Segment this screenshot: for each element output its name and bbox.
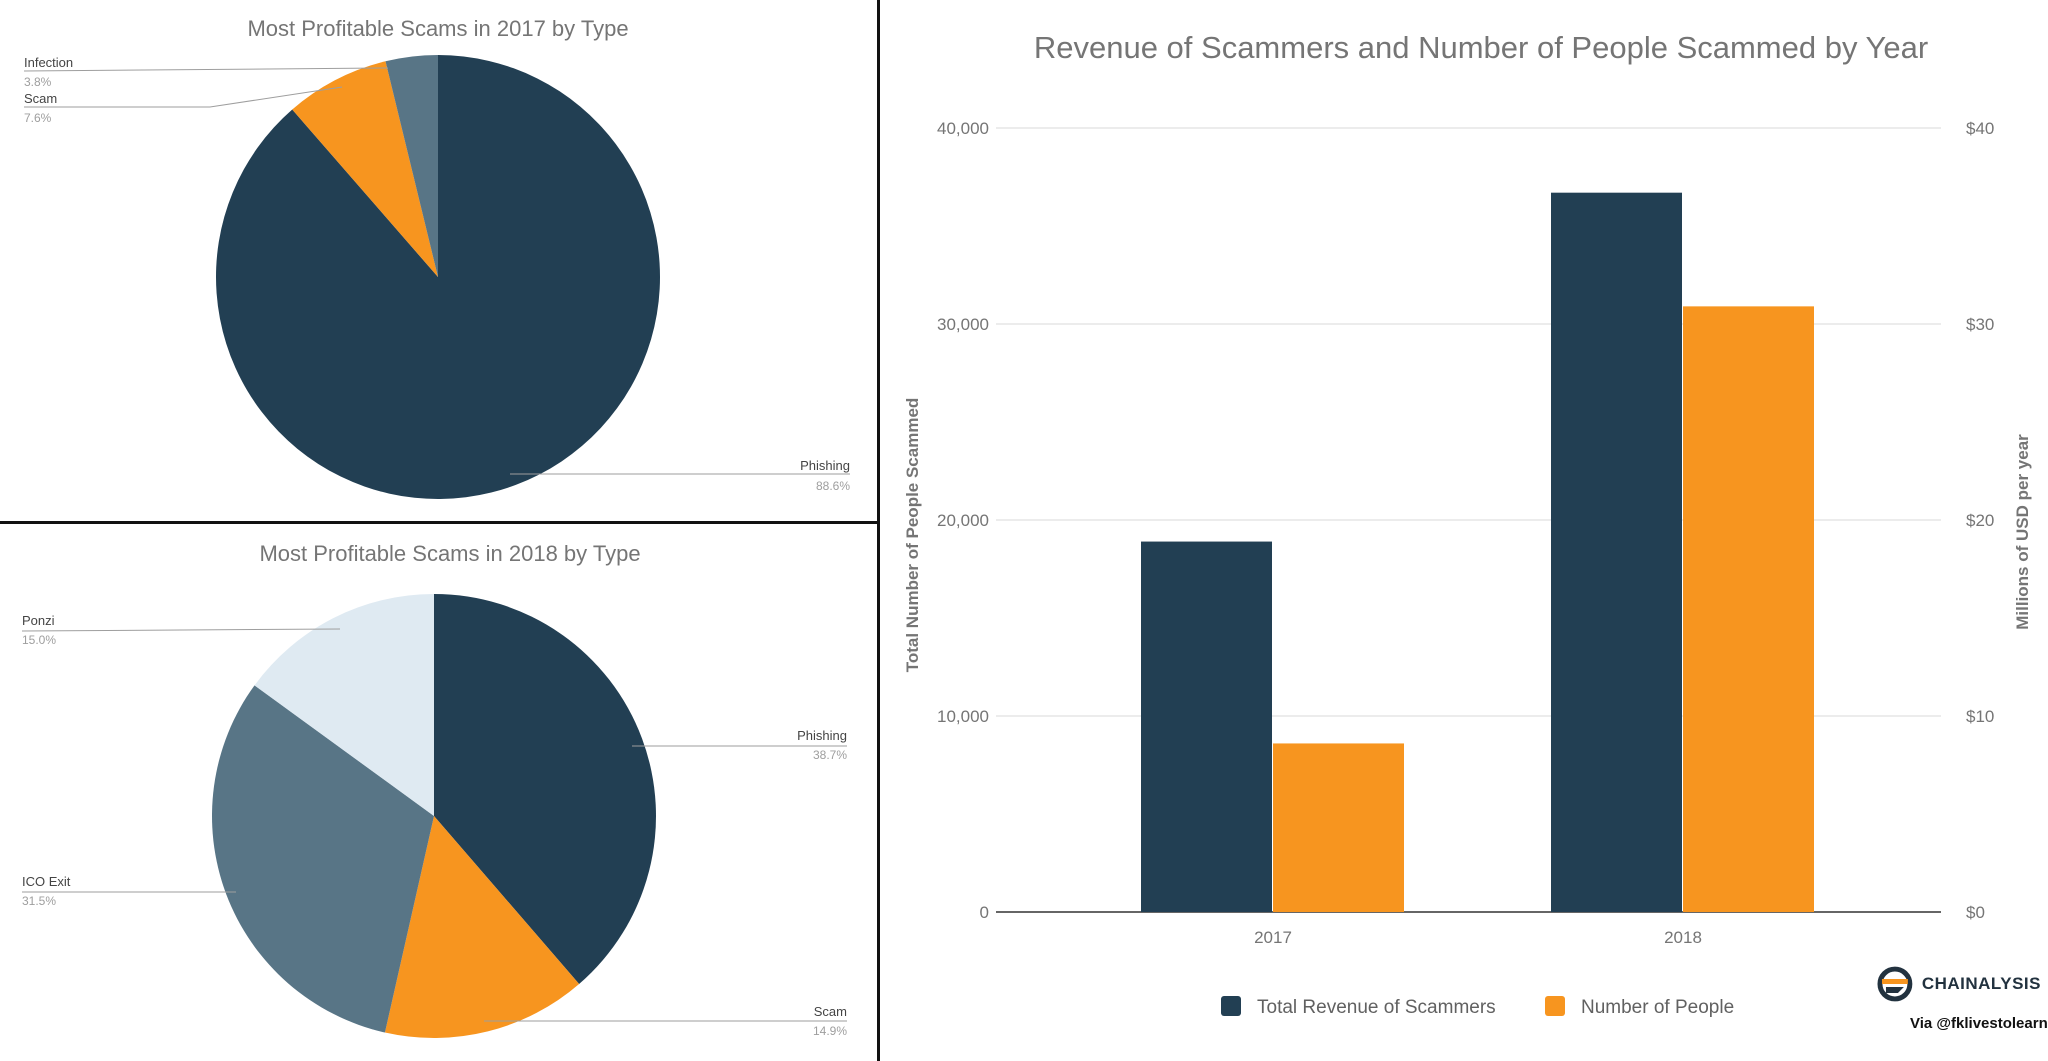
category-label-2017: 2017 bbox=[1254, 928, 1292, 947]
bar-people-2018 bbox=[1683, 306, 1814, 912]
pie-2018-label-scam: Scam bbox=[814, 1004, 847, 1019]
pie-chart-2017: Most Profitable Scams in 2017 by Type In… bbox=[23, 16, 850, 499]
pie-2018-pct-ico-exit: 31.5% bbox=[22, 894, 56, 908]
legend-swatch-people bbox=[1545, 996, 1565, 1016]
pie-2018-slice-scam bbox=[384, 816, 580, 1038]
legend-swatch-revenue bbox=[1221, 996, 1241, 1016]
credit-text: Via @fklivestolearn bbox=[1910, 1015, 2048, 1032]
pie-2017-pct-infection: 3.8% bbox=[24, 75, 52, 89]
left-tick-label: 0 bbox=[980, 903, 989, 922]
pie-2018-slice-ico-exit bbox=[212, 685, 434, 1033]
pie-2018-pct-scam: 14.9% bbox=[813, 1024, 847, 1038]
right-axis-title: Millions of USD per year bbox=[2013, 434, 2032, 630]
left-tick-label: 10,000 bbox=[937, 707, 989, 726]
bar-people-2017 bbox=[1273, 743, 1404, 912]
pie-2017-label-infection: Infection bbox=[24, 55, 73, 70]
right-tick-label: $40 bbox=[1966, 119, 1994, 138]
pie-2018-pct-phishing: 38.7% bbox=[813, 748, 847, 762]
right-tick-label: $30 bbox=[1966, 315, 1994, 334]
left-tick-label: 20,000 bbox=[937, 511, 989, 530]
pie-chart-2017-panel: Most Profitable Scams in 2017 by Type In… bbox=[0, 0, 878, 523]
pie-2018-pct-ponzi: 15.0% bbox=[22, 633, 56, 647]
pie-2018-label-ponzi: Ponzi bbox=[22, 613, 55, 628]
bar-revenue-2018 bbox=[1551, 192, 1682, 912]
right-tick-label: $20 bbox=[1966, 511, 1994, 530]
bar-chart-title: Revenue of Scammers and Number of People… bbox=[1034, 30, 1928, 65]
pie-2018-label-phishing: Phishing bbox=[797, 728, 847, 743]
brand-name: CHAINALYSIS bbox=[1921, 974, 2041, 993]
pie-2018-label-ico-exit: ICO Exit bbox=[22, 874, 71, 889]
chainalysis-logo-icon bbox=[1877, 966, 1913, 1002]
panel-divider-vertical bbox=[877, 0, 880, 1061]
pie-2017-label-phishing: Phishing bbox=[800, 458, 850, 473]
legend-label-people: Number of People bbox=[1581, 997, 1734, 1018]
pie-2018-slice-ponzi bbox=[254, 594, 434, 816]
right-tick-label: $10 bbox=[1966, 707, 1994, 726]
left-tick-label: 30,000 bbox=[937, 315, 989, 334]
bar-chart-panel: Revenue of Scammers and Number of People… bbox=[881, 0, 2048, 1061]
pie-2017-label-scam: Scam bbox=[24, 91, 57, 106]
pie-2017-pct-phishing: 88.6% bbox=[816, 479, 850, 493]
pie-2017-slice-scam bbox=[292, 61, 438, 277]
pie-chart-2018-panel: Most Profitable Scams in 2018 by Type Po… bbox=[0, 525, 878, 1061]
panel-divider-horizontal bbox=[0, 521, 878, 524]
pie-2017-title: Most Profitable Scams in 2017 by Type bbox=[247, 16, 628, 41]
chainalysis-brand: CHAINALYSIS bbox=[1876, 966, 2041, 1002]
pie-2018-slice-phishing bbox=[434, 594, 656, 985]
legend-label-revenue: Total Revenue of Scammers bbox=[1257, 997, 1496, 1018]
left-axis-title: Total Number of People Scammed bbox=[903, 398, 922, 673]
left-tick-label: 40,000 bbox=[937, 119, 989, 138]
pie-2017-slice-infection bbox=[385, 55, 438, 277]
bar-chart: Revenue of Scammers and Number of People… bbox=[903, 30, 2032, 1018]
right-tick-label: $0 bbox=[1966, 903, 1985, 922]
pie-2018-title: Most Profitable Scams in 2018 by Type bbox=[259, 541, 640, 566]
legend: Total Revenue of Scammers Number of Peop… bbox=[1221, 996, 1734, 1018]
bar-revenue-2017 bbox=[1141, 541, 1272, 912]
category-label-2018: 2018 bbox=[1664, 928, 1702, 947]
pie-chart-2018: Most Profitable Scams in 2018 by Type Po… bbox=[21, 541, 847, 1038]
pie-2017-pct-scam: 7.6% bbox=[24, 111, 52, 125]
